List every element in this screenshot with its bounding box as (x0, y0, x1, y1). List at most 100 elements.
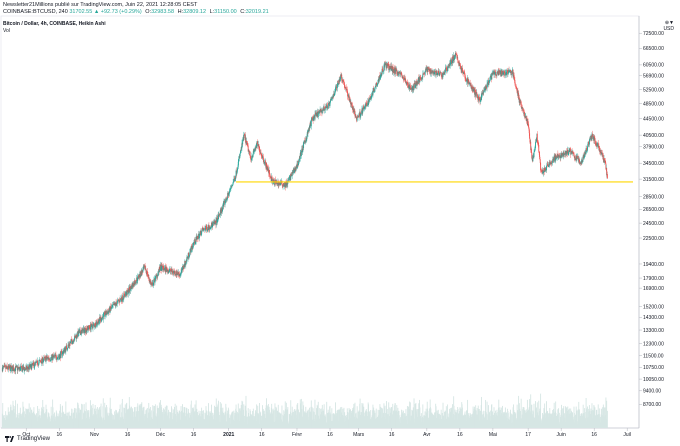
candle-body (412, 85, 414, 90)
candle-body (399, 71, 401, 73)
candle-body (540, 170, 542, 172)
candle-body (326, 105, 328, 109)
candle-body (256, 142, 258, 148)
candle-body (159, 266, 161, 270)
volume-bar (551, 413, 553, 428)
candle-body (36, 362, 37, 363)
candle-body (103, 312, 105, 314)
candle-body (520, 101, 522, 108)
candle-body (391, 65, 393, 70)
candle-body (87, 325, 88, 330)
candle-body (560, 155, 562, 159)
volume-bar (387, 414, 389, 428)
candle-body (253, 150, 255, 152)
candle-body (536, 138, 538, 142)
candle-body (349, 99, 351, 102)
candle-body (163, 268, 165, 270)
candle-body (409, 85, 411, 90)
candle-body (471, 86, 473, 90)
candle-body (177, 273, 179, 275)
candle-body (485, 85, 487, 88)
candle-body (303, 141, 305, 143)
candle-body (248, 150, 250, 152)
candle-body (46, 356, 48, 359)
candle-body (491, 73, 493, 80)
candle-body (134, 280, 136, 284)
candle-body (95, 322, 97, 327)
candle-body (212, 223, 214, 227)
volume-bar (359, 398, 361, 428)
candle-body (104, 312, 106, 317)
candle-body (179, 274, 181, 276)
candle-body (47, 357, 48, 359)
candle-body (336, 84, 338, 89)
volume-bar (343, 407, 345, 428)
candle-body (555, 156, 557, 159)
candle-body (496, 71, 498, 73)
candle-body (138, 275, 139, 279)
candle-body (219, 210, 221, 216)
candle-body (434, 71, 436, 73)
candle-body (305, 137, 307, 141)
candle-body (218, 214, 219, 220)
candle-body (84, 329, 86, 333)
candle-body (573, 152, 575, 154)
volume-bar (336, 413, 338, 428)
volume-bar (314, 399, 316, 428)
candle-body (76, 336, 78, 338)
candle-body (291, 172, 293, 177)
candle-body (340, 74, 342, 79)
candle-body (161, 266, 163, 268)
candle-body (388, 68, 390, 70)
candle-body (95, 326, 97, 327)
candle-body (469, 82, 471, 84)
candle-body (343, 84, 345, 85)
candle-body (172, 271, 174, 273)
candle-body (421, 77, 423, 79)
candle-body (373, 90, 375, 92)
candle-body (580, 160, 582, 165)
volume-bar (80, 410, 82, 428)
candle-body (599, 150, 601, 154)
price-tick-label: 66500.00 (643, 46, 664, 52)
candle-body (197, 236, 199, 240)
candle-body (510, 71, 512, 74)
candle-body (528, 126, 530, 129)
candle-body (292, 170, 294, 174)
candle-body (601, 152, 602, 155)
volume-bar (298, 409, 299, 428)
candle-body (582, 159, 584, 162)
candle-body (140, 275, 142, 277)
candle-body (85, 332, 87, 333)
candle-body (271, 178, 273, 181)
price-tick-label: 44500.00 (643, 116, 664, 122)
candle-body (67, 344, 69, 348)
candle-body (379, 76, 381, 79)
volume-bar (425, 408, 427, 428)
price-tick-label: 19400.00 (643, 262, 664, 268)
candle-body (191, 245, 193, 247)
candle-body (514, 80, 516, 84)
volume-bar (144, 413, 146, 428)
candle-body (380, 74, 382, 77)
candle-body (493, 71, 495, 75)
candle-body (180, 272, 182, 275)
candle-body (606, 174, 608, 179)
candle-body (424, 73, 426, 75)
candle-body (452, 56, 454, 59)
candle-body (358, 113, 360, 118)
candle-body (121, 295, 123, 301)
candle-body (55, 355, 57, 359)
candle-body (69, 343, 71, 344)
volume-bar (464, 411, 466, 428)
candle-body (49, 358, 51, 361)
candle-body (264, 162, 266, 164)
candle-body (206, 227, 208, 231)
volume-bar (118, 408, 120, 428)
volume-bar (412, 410, 414, 428)
volume-bar (206, 411, 208, 428)
candle-body (59, 354, 61, 360)
candle-body (375, 85, 377, 87)
candle-body (413, 84, 415, 90)
